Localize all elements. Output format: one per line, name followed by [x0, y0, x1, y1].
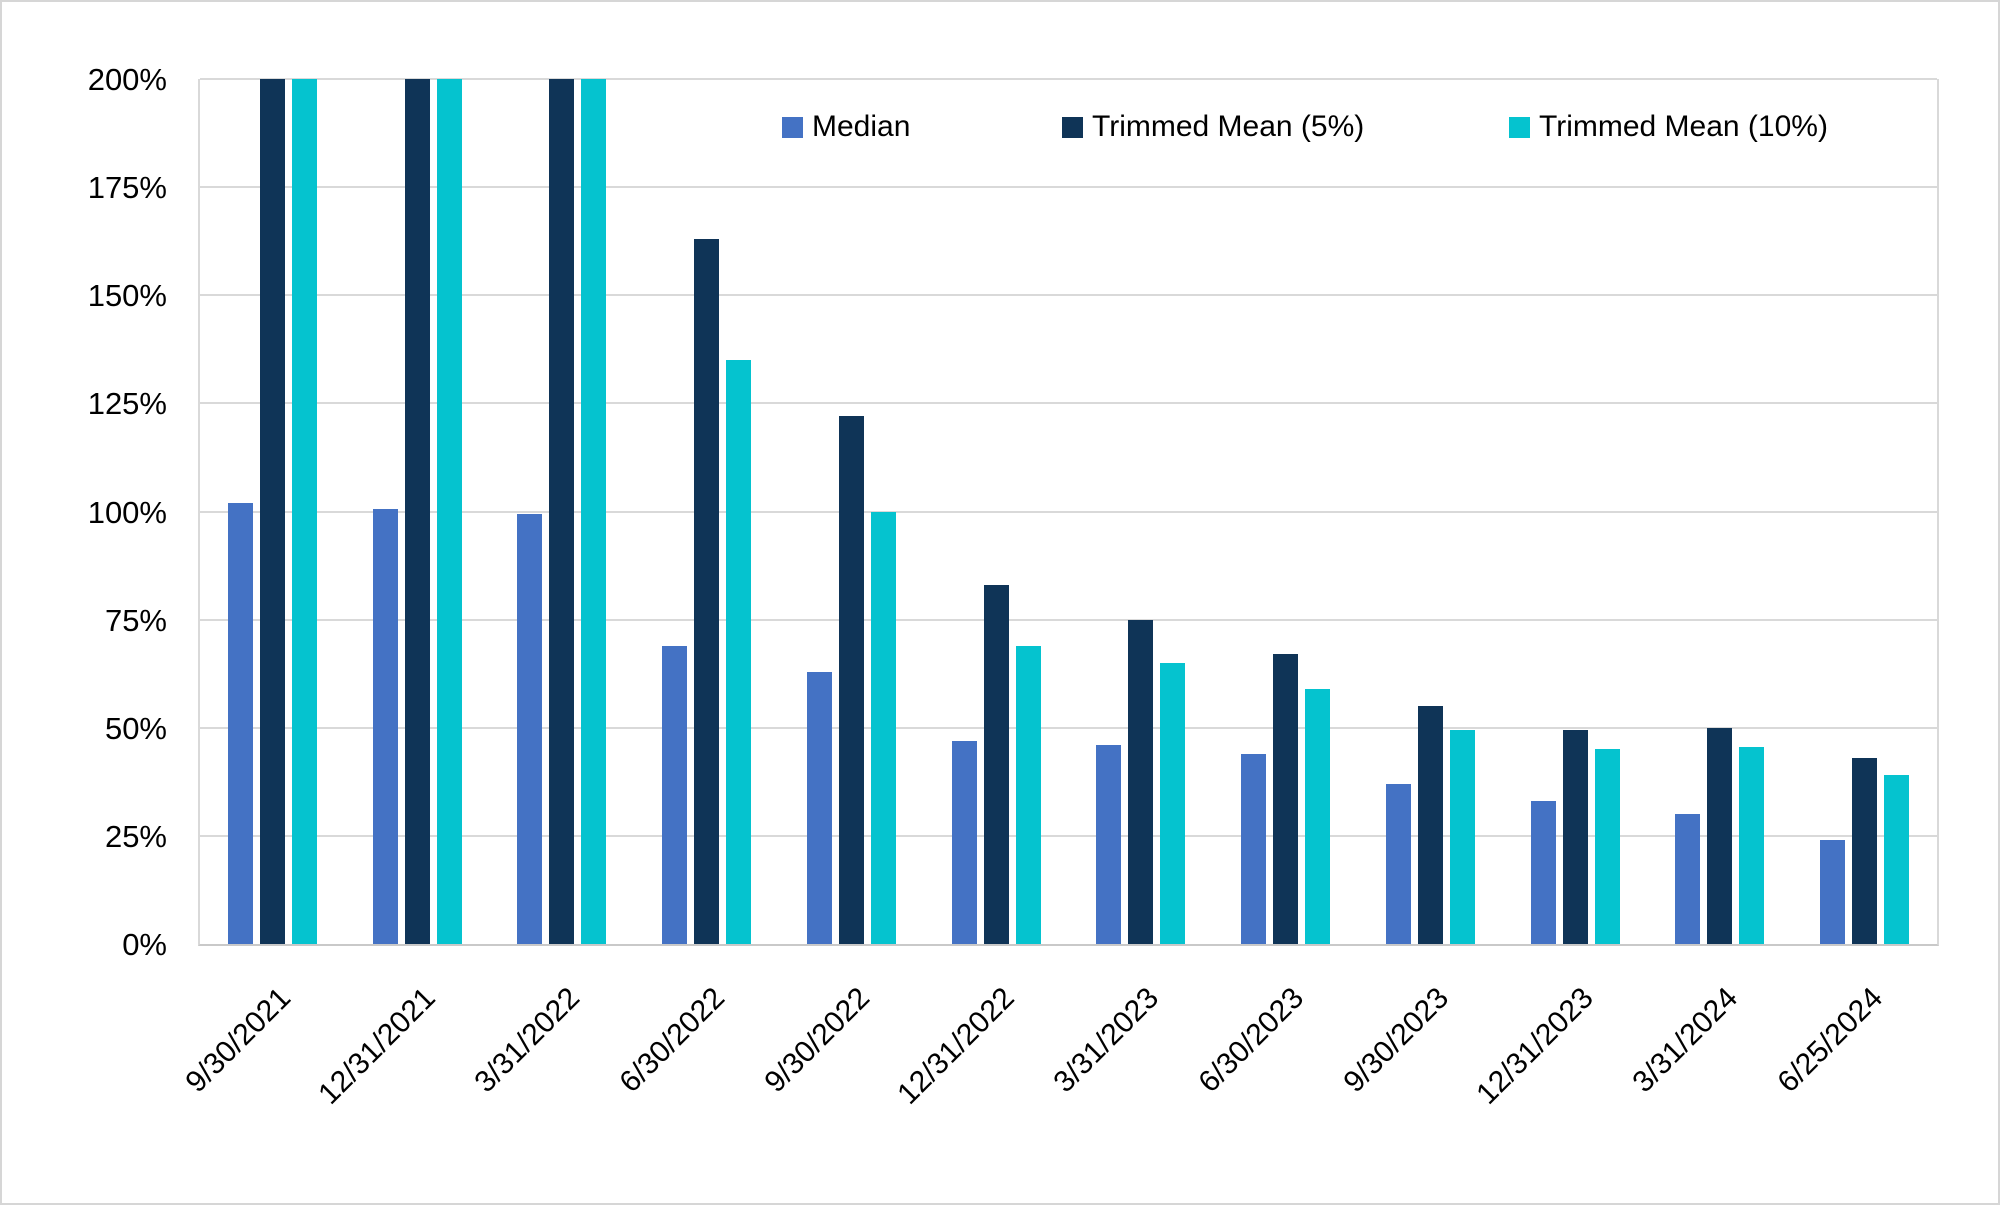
- bar-trimmed-mean-5-12-31-2022: [983, 585, 1009, 944]
- bar-median-3-31-2024: [1675, 814, 1701, 944]
- x-category-label-9-30-2021: 9/30/2021: [179, 981, 298, 1100]
- x-category-label-12-31-2021: 12/31/2021: [312, 981, 442, 1111]
- y-tick-label-175: 175%: [87, 170, 167, 206]
- y-tick-label-75: 75%: [104, 602, 167, 638]
- bar-median-6-25-2024: [1820, 840, 1846, 944]
- bar-trimmed-mean-10-6-25-2024: [1884, 775, 1910, 944]
- bar-trimmed-mean-5-6-30-2023: [1273, 654, 1299, 944]
- y-tick-label-100: 100%: [87, 494, 167, 530]
- legend-swatch-trimmed-mean-10-icon: [1509, 116, 1530, 138]
- h-gridline-25: [200, 834, 1937, 837]
- legend-swatch-trimmed-mean-5-icon: [1062, 116, 1083, 138]
- bar-median-3-31-2023: [1096, 745, 1122, 944]
- y-tick-label-125: 125%: [87, 386, 167, 422]
- legend-item-trimmed-mean-5: Trimmed Mean (5%): [1062, 110, 1364, 144]
- bar-median-12-31-2021: [372, 509, 398, 944]
- bar-median-9-30-2022: [806, 671, 832, 944]
- plot-area: [198, 78, 1939, 946]
- y-tick-label-25: 25%: [104, 818, 167, 854]
- bar-trimmed-mean-5-9-30-2023: [1417, 706, 1443, 944]
- x-category-label-12-31-2022: 12/31/2022: [891, 981, 1021, 1111]
- y-tick-label-200: 200%: [87, 62, 167, 97]
- h-gridline-100: [200, 510, 1937, 513]
- h-gridline-150: [200, 294, 1937, 297]
- legend-item-trimmed-mean-10: Trimmed Mean (10%): [1509, 110, 1828, 144]
- legend-label-trimmed-mean-10: Trimmed Mean (10%): [1539, 110, 1828, 143]
- x-category-label-6-30-2023: 6/30/2023: [1192, 981, 1311, 1100]
- bar-median-6-30-2023: [1241, 753, 1267, 944]
- x-category-label-6-30-2022: 6/30/2022: [613, 981, 732, 1100]
- x-category-label-12-31-2023: 12/31/2023: [1470, 981, 1600, 1111]
- legend-swatch-median-icon: [782, 116, 803, 138]
- h-gridline-200: [200, 78, 1937, 80]
- y-tick-label-50: 50%: [104, 710, 167, 746]
- x-category-label-9-30-2023: 9/30/2023: [1337, 981, 1456, 1100]
- h-gridline-175: [200, 186, 1937, 189]
- bar-trimmed-mean-5-9-30-2022: [838, 416, 864, 944]
- bar-trimmed-mean-5-3-31-2022: [549, 79, 575, 944]
- h-gridline-50: [200, 726, 1937, 729]
- bar-median-9-30-2023: [1385, 783, 1411, 944]
- bar-trimmed-mean-5-9-30-2021: [259, 79, 285, 944]
- bar-median-12-31-2022: [951, 740, 977, 944]
- h-gridline-75: [200, 618, 1937, 621]
- x-category-label-3-31-2022: 3/31/2022: [468, 981, 587, 1100]
- bar-trimmed-mean-5-3-31-2023: [1128, 619, 1154, 944]
- legend-item-median: Median: [782, 110, 910, 144]
- bar-trimmed-mean-10-3-31-2024: [1739, 747, 1765, 944]
- bar-trimmed-mean-10-6-30-2022: [726, 360, 752, 944]
- bar-median-3-31-2022: [517, 513, 543, 944]
- bar-trimmed-mean-10-12-31-2022: [1015, 645, 1041, 944]
- bar-trimmed-mean-10-9-30-2021: [291, 79, 317, 944]
- bar-trimmed-mean-10-12-31-2023: [1594, 749, 1620, 944]
- bar-trimmed-mean-5-6-30-2022: [694, 239, 720, 944]
- legend-label-trimmed-mean-5: Trimmed Mean (5%): [1092, 110, 1365, 143]
- bar-trimmed-mean-5-6-25-2024: [1852, 758, 1878, 944]
- bar-trimmed-mean-5-12-31-2023: [1562, 729, 1588, 944]
- bar-trimmed-mean-10-12-31-2021: [436, 79, 462, 944]
- x-category-label-6-25-2024: 6/25/2024: [1771, 981, 1890, 1100]
- bar-trimmed-mean-10-3-31-2022: [581, 79, 607, 944]
- bar-trimmed-mean-10-9-30-2022: [870, 511, 896, 944]
- x-category-label-3-31-2024: 3/31/2024: [1626, 981, 1745, 1100]
- h-gridline-125: [200, 402, 1937, 405]
- bar-trimmed-mean-5-3-31-2024: [1707, 727, 1733, 944]
- bar-median-6-30-2022: [662, 645, 688, 944]
- bar-trimmed-mean-5-12-31-2021: [404, 79, 430, 944]
- x-category-label-3-31-2023: 3/31/2023: [1047, 981, 1166, 1100]
- x-category-label-9-30-2022: 9/30/2022: [758, 981, 877, 1100]
- bar-trimmed-mean-10-6-30-2023: [1305, 688, 1331, 944]
- bar-median-12-31-2023: [1530, 801, 1556, 944]
- y-tick-label-0: 0%: [122, 927, 167, 962]
- y-tick-label-150: 150%: [87, 278, 167, 314]
- bar-trimmed-mean-10-9-30-2023: [1449, 729, 1475, 944]
- bar-trimmed-mean-10-3-31-2023: [1160, 662, 1186, 944]
- bar-median-9-30-2021: [227, 502, 253, 944]
- legend-label-median: Median: [812, 110, 911, 143]
